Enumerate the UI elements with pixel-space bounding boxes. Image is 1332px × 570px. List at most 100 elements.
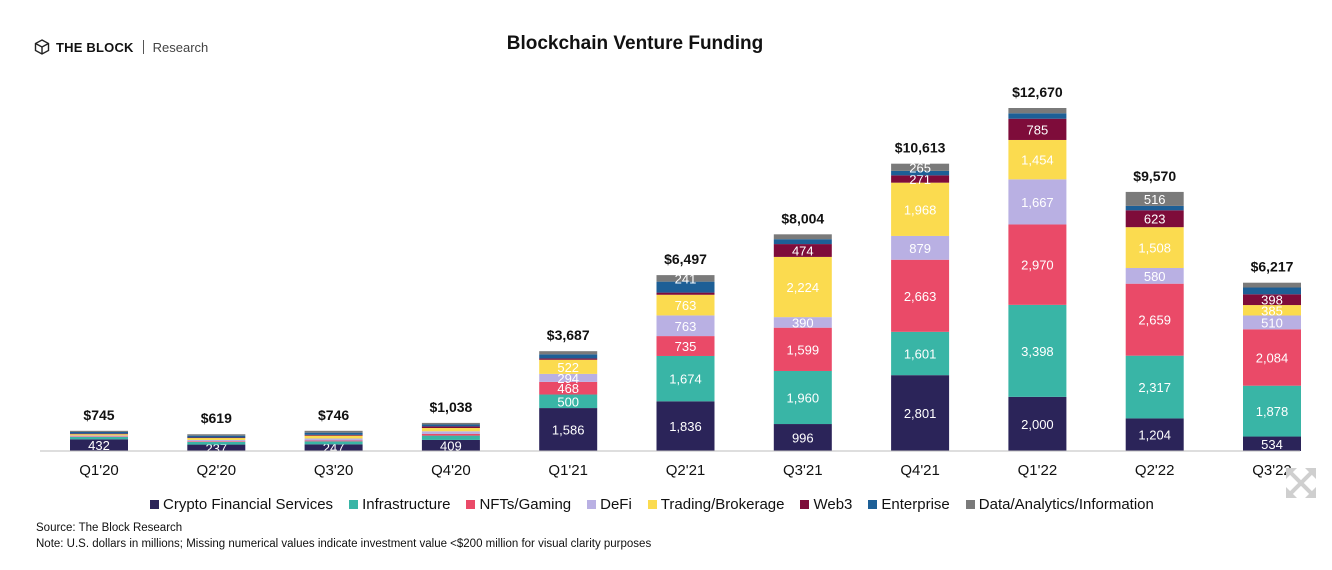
data-label: 2,084 [1256, 350, 1289, 365]
bar-segment [539, 408, 598, 451]
data-label: 763 [675, 319, 697, 334]
bar-segment [304, 435, 363, 439]
bar-segment [1125, 267, 1184, 284]
chart-legend: Crypto Financial Services Infrastructure N… [150, 496, 1154, 513]
stacked-bar-chart: 432 $745 Q1'20 237 $619 Q2'20 247 $746 Q3'20 409 $… [40, 84, 1301, 479]
data-label: 398 [1261, 293, 1283, 308]
chart-title: Blockchain Venture Funding [506, 33, 764, 54]
bar-segment [187, 434, 246, 436]
x-tick-label: Q1'21 [548, 462, 588, 479]
data-label: 1,878 [1256, 404, 1289, 419]
bar-segment [1125, 355, 1184, 419]
bar-segment [539, 373, 598, 382]
bar-segment [539, 359, 598, 374]
bar-segment [656, 281, 715, 293]
data-label: 500 [557, 394, 579, 409]
legend-label: Trading/Brokerage [660, 496, 785, 513]
legend-item: Crypto Financial Services [150, 496, 333, 513]
x-tick-label: Q4'21 [900, 462, 940, 479]
total-label: $12,670 [1012, 84, 1063, 100]
data-label: 1,204 [1138, 428, 1171, 443]
data-label: 1,508 [1138, 241, 1171, 256]
data-label: 2,970 [1021, 258, 1054, 273]
bar-segment [656, 336, 715, 356]
data-label: 1,836 [669, 419, 702, 434]
legend-label: Web3 [813, 496, 853, 513]
total-label: $10,613 [895, 140, 946, 156]
bar-segment [1125, 227, 1184, 268]
legend-swatch [868, 500, 878, 509]
bar-segment [187, 437, 246, 439]
bar-segment [656, 401, 715, 451]
bar-segment [1125, 210, 1184, 228]
legend-swatch [965, 500, 975, 509]
brand-divider [142, 40, 144, 54]
bar-segment [304, 441, 363, 445]
bar-segment [1125, 418, 1184, 451]
legend-label: Enterprise [881, 496, 950, 513]
bar-segment [1008, 304, 1067, 397]
bar-segment [421, 426, 480, 429]
bar-segment [656, 275, 715, 282]
legend-item: Trading/Brokerage [647, 496, 785, 513]
bar-segment [891, 375, 950, 451]
bar-segment [1243, 305, 1301, 316]
x-tick-label: Q4'20 [431, 462, 471, 479]
bar-segment [304, 438, 363, 441]
bar-segment [539, 354, 598, 359]
bar-segment [304, 430, 363, 433]
total-label: $745 [83, 407, 114, 423]
data-label: 468 [557, 381, 579, 396]
legend-item: Infrastructure [349, 496, 450, 513]
bar-segment [1125, 205, 1184, 211]
legend-swatch [587, 500, 597, 509]
bar-segment [891, 182, 950, 236]
bar-segment [187, 437, 246, 440]
data-label: 1,674 [669, 372, 702, 387]
data-label: 2,224 [787, 280, 820, 295]
brand-logo: THE BLOCK Research [34, 38, 208, 56]
bar-segment [1243, 287, 1301, 295]
data-label: 3,398 [1021, 344, 1054, 359]
total-label: $3,687 [547, 327, 590, 343]
bar-stack: 409 [421, 422, 480, 453]
bar-segment [773, 327, 832, 371]
bar-segment [70, 436, 128, 440]
bar-segment [656, 292, 715, 295]
bar-segment [70, 433, 128, 435]
x-tick-label: Q2'22 [1135, 462, 1175, 479]
bar-segment [70, 435, 128, 437]
bar-segment [1243, 282, 1301, 288]
x-tick-label: Q1'20 [79, 462, 119, 479]
cube-icon [34, 39, 50, 55]
bar-segment [1243, 385, 1301, 437]
bar-segment [773, 244, 832, 257]
data-label: 1,667 [1021, 195, 1054, 210]
bar-segment [656, 355, 715, 402]
bar-segment [656, 315, 715, 337]
bar-segment [656, 294, 715, 316]
data-label: 2,663 [904, 289, 937, 304]
bar-segment [1125, 191, 1184, 206]
legend-swatch [800, 500, 810, 509]
bar-stack: 1,836 1,674 735 763 763 241 [656, 271, 715, 451]
bar-segment [421, 439, 480, 451]
bar-segment [891, 170, 950, 176]
brand-name: THE BLOCK [56, 39, 134, 55]
legend-swatch [466, 500, 476, 509]
expand-arrows-icon[interactable] [1284, 466, 1318, 500]
legend-item: DeFi [587, 496, 632, 513]
data-label: 265 [909, 160, 931, 175]
brand-subtitle: Research [152, 39, 209, 55]
data-label: 735 [675, 339, 697, 354]
data-label: 1,586 [552, 423, 585, 438]
legend-item: NFTs/Gaming [466, 496, 571, 513]
data-label: 1,599 [787, 342, 820, 357]
bar-segment [187, 441, 246, 442]
data-label: 409 [440, 438, 462, 453]
data-label: 522 [557, 360, 579, 375]
legend-swatch [349, 500, 359, 509]
source-note: Source: The Block Research [36, 522, 183, 534]
total-label: $8,004 [781, 210, 824, 226]
legend-item: Web3 [800, 496, 852, 513]
